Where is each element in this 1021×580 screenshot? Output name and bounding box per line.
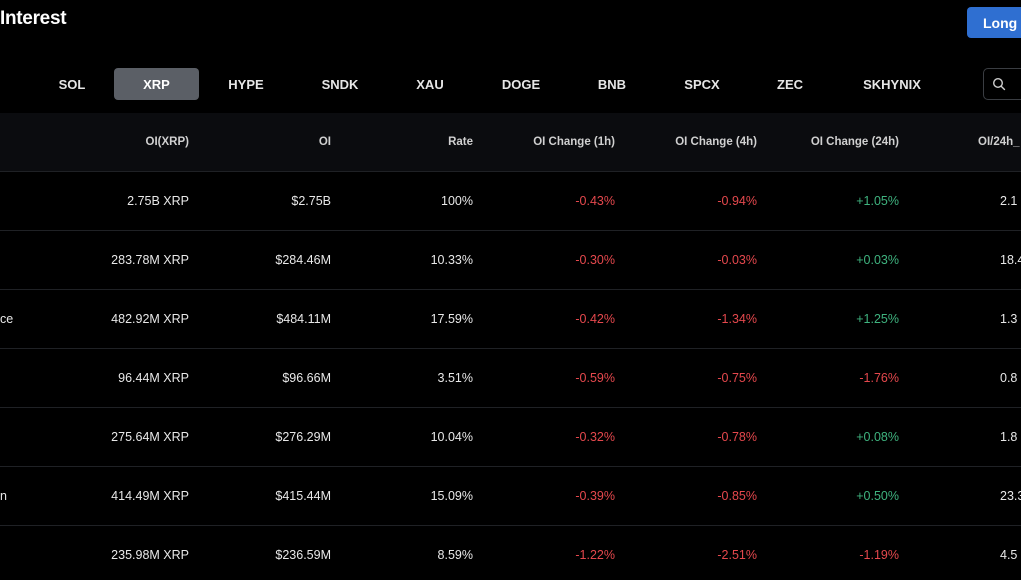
oi-change-1h-value: -0.59% xyxy=(575,371,615,385)
page-title: Interest xyxy=(0,8,67,29)
exchange-name xyxy=(0,408,40,466)
oi-vol-ratio-value: 2.1 xyxy=(1000,194,1018,208)
col-oi-vol-ratio[interactable]: OI/24h_ xyxy=(978,136,1020,148)
oi-value: $2.75B xyxy=(291,194,331,208)
long-button[interactable]: Long xyxy=(967,7,1021,38)
col-rate[interactable]: Rate xyxy=(448,136,473,148)
exchange-name: n xyxy=(0,489,7,503)
oi-change-1h-value: -1.22% xyxy=(575,548,615,562)
tab-xrp[interactable]: XRP xyxy=(114,68,199,100)
col-oi[interactable]: OI xyxy=(318,136,331,148)
oi-change-24h-value: -1.76% xyxy=(859,371,899,385)
oi-change-1h-value: -0.43% xyxy=(575,194,615,208)
rate-value: 10.33% xyxy=(430,253,473,267)
oi-value: $484.11M xyxy=(276,312,331,326)
col-oi-change-4h[interactable]: OI Change (4h) xyxy=(675,136,757,148)
oi-value: $236.59M xyxy=(275,548,331,562)
tab-zec[interactable]: ZEC xyxy=(777,76,803,92)
exchange-name xyxy=(0,231,40,289)
oi-change-4h-value: -0.03% xyxy=(717,253,757,267)
oi-xrp-value: 235.98M XRP xyxy=(111,548,189,562)
oi-xrp-value: 482.92M XRP xyxy=(111,312,189,326)
exchange-name xyxy=(0,349,40,407)
tab-sndk[interactable]: SNDK xyxy=(321,76,359,92)
table-header: OI(XRP) OI Rate OI Change (1h) OI Change… xyxy=(0,113,1021,172)
oi-change-4h-value: -0.75% xyxy=(717,371,757,385)
oi-value: $276.29M xyxy=(275,430,331,444)
exchange-name: ce xyxy=(0,312,14,326)
tab-hype[interactable]: HYPE xyxy=(228,76,264,92)
exchange-name xyxy=(0,526,40,580)
oi-change-4h-value: -1.34% xyxy=(717,312,757,326)
rate-value: 100% xyxy=(441,194,473,208)
exchange-name xyxy=(0,172,40,230)
table-row[interactable]: 2.75B XRP $2.75B 100% -0.43% -0.94% +1.05% 2.1 xyxy=(0,172,1021,231)
oi-vol-ratio-value: 23.3 xyxy=(1000,489,1021,503)
search-icon xyxy=(992,77,1006,91)
oi-vol-ratio-value: 0.8 xyxy=(1000,371,1018,385)
oi-change-4h-value: -0.78% xyxy=(717,430,757,444)
rate-value: 3.51% xyxy=(437,371,473,385)
table-row[interactable]: 96.44M XRP $96.66M 3.51% -0.59% -0.75% -1.76%… xyxy=(0,349,1021,408)
col-oi-change-24h[interactable]: OI Change (24h) xyxy=(810,136,899,148)
oi-change-4h-value: -0.85% xyxy=(717,489,757,503)
oi-change-24h-value: -1.19% xyxy=(859,548,899,562)
open-interest-table: OI(XRP) OI Rate OI Change (1h) OI Change… xyxy=(0,113,1021,580)
oi-xrp-value: 414.49M XRP xyxy=(111,489,189,503)
tab-spcx[interactable]: SPCX xyxy=(684,76,720,92)
oi-value: $415.44M xyxy=(275,489,331,503)
rate-value: 15.09% xyxy=(430,489,473,503)
oi-value: $284.46M xyxy=(275,253,331,267)
oi-change-4h-value: -0.94% xyxy=(717,194,757,208)
rate-value: 17.59% xyxy=(430,312,473,326)
table-row[interactable]: 275.64M XRP $276.29M 10.04% -0.32% -0.78% +0.… xyxy=(0,408,1021,467)
oi-change-24h-value: +0.03% xyxy=(856,253,899,267)
oi-change-1h-value: -0.39% xyxy=(575,489,615,503)
oi-value: $96.66M xyxy=(282,371,331,385)
oi-vol-ratio-value: 4.5 xyxy=(1000,548,1018,562)
oi-xrp-value: 275.64M XRP xyxy=(111,430,189,444)
search-box[interactable] xyxy=(983,68,1021,100)
oi-change-4h-value: -2.51% xyxy=(717,548,757,562)
rate-value: 8.59% xyxy=(437,548,473,562)
oi-vol-ratio-value: 18.4 xyxy=(1000,253,1021,267)
tab-sol[interactable]: SOL xyxy=(58,76,86,92)
tab-xau[interactable]: XAU xyxy=(416,76,444,92)
oi-change-24h-value: +1.05% xyxy=(856,194,899,208)
oi-change-24h-value: +0.50% xyxy=(856,489,899,503)
tab-bnb[interactable]: BNB xyxy=(597,76,627,92)
table-body: 2.75B XRP $2.75B 100% -0.43% -0.94% +1.05% 2.1… xyxy=(0,172,1021,580)
symbol-tabs: SOL XRP HYPE SNDK XAU DOGE BNB SPCX ZEC … xyxy=(0,68,1021,100)
table-row[interactable]: n 414.49M XRP $415.44M 15.09% -0.39% -0.85% +0… xyxy=(0,467,1021,526)
rate-value: 10.04% xyxy=(430,430,473,444)
tab-doge[interactable]: DOGE xyxy=(501,76,541,92)
oi-xrp-value: 2.75B XRP xyxy=(127,194,189,208)
oi-vol-ratio-value: 1.8 xyxy=(1000,430,1018,444)
oi-xrp-value: 283.78M XRP xyxy=(111,253,189,267)
oi-change-24h-value: +0.08% xyxy=(856,430,899,444)
col-oi-change-1h[interactable]: OI Change (1h) xyxy=(533,136,615,148)
col-oi-xrp[interactable]: OI(XRP) xyxy=(145,136,189,148)
oi-vol-ratio-value: 1.3 xyxy=(1000,312,1018,326)
oi-xrp-value: 96.44M XRP xyxy=(118,371,189,385)
oi-change-1h-value: -0.30% xyxy=(575,253,615,267)
table-row[interactable]: 283.78M XRP $284.46M 10.33% -0.30% -0.03% +0.… xyxy=(0,231,1021,290)
table-row[interactable]: ce 482.92M XRP $484.11M 17.59% -0.42% -1.34% +… xyxy=(0,290,1021,349)
oi-change-24h-value: +1.25% xyxy=(856,312,899,326)
oi-change-1h-value: -0.32% xyxy=(575,430,615,444)
table-row[interactable]: 235.98M XRP $236.59M 8.59% -1.22% -2.51% -1.1… xyxy=(0,526,1021,580)
tab-skhynix[interactable]: SKHYNIX xyxy=(863,76,921,92)
oi-change-1h-value: -0.42% xyxy=(575,312,615,326)
